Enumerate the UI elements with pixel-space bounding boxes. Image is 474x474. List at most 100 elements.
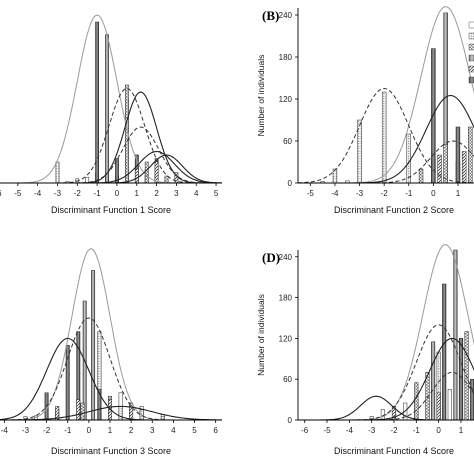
x-tick-label: 6 (213, 426, 218, 435)
x-tick-label: -4 (331, 189, 339, 198)
x-tick-label: -2 (43, 426, 51, 435)
x-tick-label: -3 (22, 426, 30, 435)
bar (332, 168, 338, 184)
panel-d-df4: -6-5-4-3-2-1012060120180240Discriminant … (256, 244, 474, 456)
x-axis-label: Discriminant Function 3 Score (51, 446, 171, 456)
legend-swatch (468, 65, 474, 73)
y-tick-label: 60 (283, 137, 292, 146)
x-tick-label: -6 (0, 189, 2, 198)
bar (65, 344, 70, 421)
y-tick-label: 240 (279, 11, 293, 20)
bar (80, 402, 85, 421)
x-axis-label: Discriminant Function 4 Score (334, 446, 454, 456)
bar (443, 144, 448, 184)
bar (442, 283, 447, 421)
x-tick-label: 2 (154, 189, 159, 198)
legend-swatch (468, 76, 474, 84)
bar (437, 154, 442, 184)
x-tick-label: 4 (171, 426, 176, 435)
bar (144, 161, 149, 184)
bar (447, 389, 452, 421)
x-tick-label: -3 (356, 189, 364, 198)
fitted-curve (298, 337, 474, 421)
y-tick-label: 180 (279, 53, 293, 62)
bar (470, 378, 474, 421)
x-tick-label: -2 (390, 426, 398, 435)
x-tick-label: 2 (129, 426, 134, 435)
x-tick-label: 3 (150, 426, 155, 435)
y-tick-label: 240 (279, 253, 293, 262)
x-axis-label: Discriminant Function 2 Score (334, 205, 454, 215)
bar (381, 91, 387, 184)
y-tick-label: 0 (288, 416, 293, 425)
x-tick-label: 4 (194, 189, 199, 198)
x-tick-label: 0 (436, 426, 441, 435)
x-tick-label: -1 (405, 189, 413, 198)
fitted-curve (297, 87, 474, 184)
panel-a-df1: -6 -5 -4 -3 -2 -1 0 1 2 3 4 5 Discriminant Function … (0, 14, 223, 215)
legend-swatch (468, 54, 474, 62)
fitted-curve (298, 371, 474, 421)
y-tick-label: 60 (283, 375, 292, 384)
x-tick-label: -5 (307, 189, 315, 198)
x-tick-label: 5 (192, 426, 197, 435)
x-tick-label: 1 (135, 189, 140, 198)
y-axis-label: Number of individuals (256, 294, 266, 376)
fitted-curve (0, 248, 222, 421)
x-tick-label: 1 (456, 189, 461, 198)
y-tick-label: 120 (279, 334, 293, 343)
bar (105, 34, 109, 184)
x-axis-label: Discriminant Function 1 Score (51, 205, 171, 215)
x-tick-label: -1 (64, 426, 72, 435)
bar (134, 168, 139, 184)
legend-swatch (468, 43, 474, 51)
bar (55, 161, 60, 184)
x-tick-label: -1 (413, 426, 421, 435)
bar (406, 133, 411, 184)
bar (91, 270, 96, 421)
x-tick-label: -4 (1, 426, 9, 435)
x-tick-label: -5 (14, 189, 22, 198)
x-tick-label: -3 (368, 426, 376, 435)
x-tick-label: -4 (346, 426, 354, 435)
x-tick-label: -3 (54, 189, 62, 198)
x-tick-label: 0 (431, 189, 436, 198)
bar (118, 406, 123, 421)
bar (458, 338, 464, 421)
x-tick-label: 0 (115, 189, 120, 198)
x-tick-label: 1 (108, 426, 113, 435)
bar (461, 151, 467, 184)
y-tick-label: 120 (279, 95, 293, 104)
fitted-curve (298, 324, 474, 421)
x-tick-label: -4 (34, 189, 42, 198)
y-tick-label: 0 (288, 179, 293, 188)
bar (95, 21, 99, 184)
fitted-curve (298, 244, 474, 421)
fitted-curve (0, 14, 222, 184)
x-tick-label: -6 (301, 426, 309, 435)
panel-label: (B) (262, 8, 279, 23)
fitted-curve (0, 126, 222, 184)
bar (76, 399, 81, 421)
bar (436, 392, 441, 421)
legend-swatch (468, 32, 474, 40)
bar (418, 168, 424, 184)
panel-c-df3: -4 -3 -2 -1 0 1 2 3 4 5 6 Discriminant Function 3 S… (0, 248, 222, 456)
bar (468, 126, 473, 184)
x-tick-label: -2 (381, 189, 389, 198)
x-tick-label: 3 (174, 189, 179, 198)
legend-swatch (468, 21, 474, 29)
bar (431, 341, 436, 421)
bar (129, 402, 134, 421)
y-tick-label: 180 (279, 294, 293, 303)
x-tick-label: 5 (214, 189, 219, 198)
x-tick-label: -2 (74, 189, 82, 198)
bar (455, 126, 461, 184)
x-tick-label: -1 (94, 189, 102, 198)
bar (414, 382, 419, 421)
x-tick-label: -5 (323, 426, 331, 435)
bar (164, 175, 169, 184)
y-axis-label: Number of individuals (256, 55, 266, 137)
panel-label: (D) (262, 250, 280, 265)
fitted-curve (298, 395, 474, 421)
